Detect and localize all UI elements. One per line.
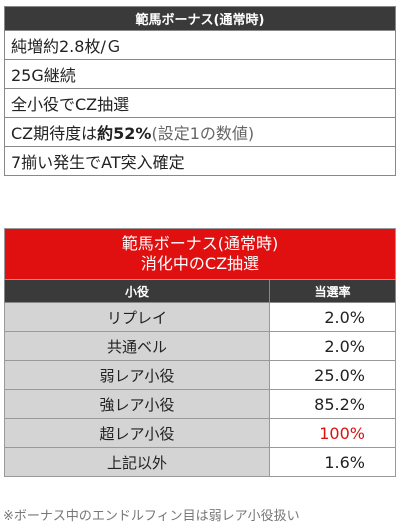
role-cell: 超レア小役 bbox=[4, 418, 270, 448]
table-row: 全小役でCZ抽選 bbox=[4, 88, 396, 118]
table-row: 弱レア小役 25.0% bbox=[4, 360, 396, 390]
cz-lottery-table: 範馬ボーナス(通常時) 消化中のCZ抽選 小役 当選率 リプレイ 2.0% 共通… bbox=[4, 228, 396, 477]
role-cell: リプレイ bbox=[4, 302, 270, 332]
spec-net-gain: 純増約2.8枚/Ｇ bbox=[4, 30, 396, 60]
footnote: ※ボーナス中のエンドルフィン目は弱レア小役扱い bbox=[3, 509, 300, 524]
col-header-role: 小役 bbox=[4, 279, 270, 303]
rate-cell: 2.0% bbox=[269, 331, 396, 361]
table-row: リプレイ 2.0% bbox=[4, 302, 396, 332]
table-row: 共通ベル 2.0% bbox=[4, 331, 396, 361]
col-header-rate: 当選率 bbox=[269, 279, 396, 303]
spec-duration: 25G継続 bbox=[4, 59, 396, 89]
role-cell: 強レア小役 bbox=[4, 389, 270, 419]
cz-expectation-note: (設定1の数値) bbox=[151, 124, 255, 143]
role-cell: 上記以外 bbox=[4, 447, 270, 477]
bonus-spec-table: 範馬ボーナス(通常時) 純増約2.8枚/Ｇ 25G継続 全小役でCZ抽選 CZ期… bbox=[4, 6, 396, 176]
spec-cz-expectation: CZ期待度は約52%(設定1の数値) bbox=[4, 117, 396, 147]
cz-table-title: 範馬ボーナス(通常時) 消化中のCZ抽選 bbox=[4, 228, 396, 280]
role-cell: 弱レア小役 bbox=[4, 360, 270, 390]
table-row: 超レア小役 100% bbox=[4, 418, 396, 448]
spec-cz-lottery: 全小役でCZ抽選 bbox=[4, 88, 396, 118]
spec-seven-align: 7揃い発生でAT突入確定 bbox=[4, 146, 396, 176]
table-row: 7揃い発生でAT突入確定 bbox=[4, 146, 396, 176]
role-cell: 共通ベル bbox=[4, 331, 270, 361]
cz-expectation-label: CZ期待度は bbox=[11, 124, 98, 143]
bonus-spec-title: 範馬ボーナス(通常時) bbox=[4, 6, 396, 31]
cz-title-line-1: 範馬ボーナス(通常時) bbox=[121, 234, 279, 253]
rate-cell: 85.2% bbox=[269, 389, 396, 419]
rate-cell: 1.6% bbox=[269, 447, 396, 477]
table-row: 強レア小役 85.2% bbox=[4, 389, 396, 419]
rate-cell-highlight: 100% bbox=[269, 418, 396, 448]
cz-title-line-2: 消化中のCZ抽選 bbox=[140, 254, 260, 273]
cz-title-row: 範馬ボーナス(通常時) 消化中のCZ抽選 bbox=[4, 228, 396, 280]
rate-cell: 25.0% bbox=[269, 360, 396, 390]
cz-expectation-value: 約52% bbox=[97, 124, 152, 143]
cz-header-row: 小役 当選率 bbox=[4, 279, 396, 303]
table-row: CZ期待度は約52%(設定1の数値) bbox=[4, 117, 396, 147]
rate-cell: 2.0% bbox=[269, 302, 396, 332]
bonus-spec-header-row: 範馬ボーナス(通常時) bbox=[4, 6, 396, 31]
table-row: 上記以外 1.6% bbox=[4, 447, 396, 477]
table-row: 25G継続 bbox=[4, 59, 396, 89]
table-row: 純増約2.8枚/Ｇ bbox=[4, 30, 396, 60]
